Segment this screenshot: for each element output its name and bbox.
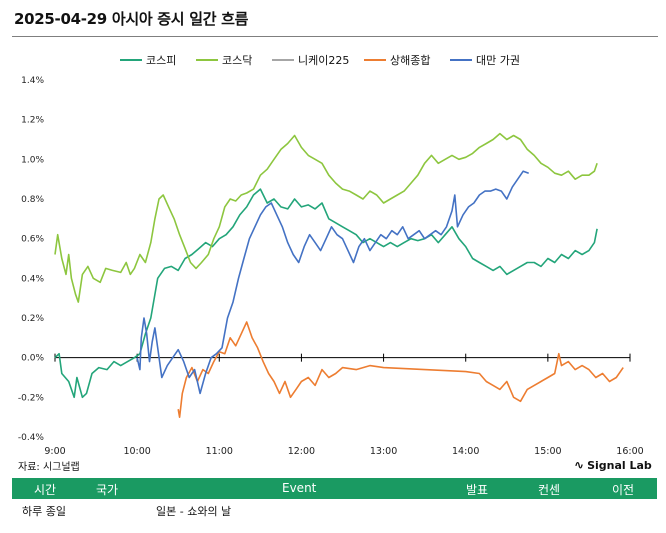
series-line	[54, 188, 598, 399]
y-tick-label: 1.0%	[21, 155, 44, 165]
chart-legend: 코스피 코스닥 니케이225 상해종합 대만 가권	[0, 52, 666, 70]
header-actual: 발표	[466, 483, 489, 497]
header-event: Event	[282, 481, 317, 495]
header-consensus: 컨센	[538, 483, 561, 497]
table-row: 하루 종일 일본 - 쇼와의 날	[12, 502, 657, 520]
legend-label: 코스피	[146, 54, 177, 67]
legend-swatch	[272, 59, 294, 61]
x-tick-label: 11:00	[206, 446, 233, 457]
series-layer	[54, 132, 624, 419]
y-tick-label: 0.4%	[21, 274, 44, 284]
legend-label: 대만 가권	[476, 54, 520, 67]
brand-logo: ∿ Signal Lab	[574, 458, 652, 472]
legend-label: 코스닥	[222, 54, 253, 67]
x-axis: 9:00 10:00 11:00 12:00 13:00 14:00 15:00 16:00	[44, 353, 644, 457]
y-tick-label: 0.2%	[21, 314, 44, 324]
series-line	[54, 132, 598, 303]
x-tick-label: 9:00	[44, 446, 65, 457]
title-divider	[12, 36, 658, 37]
x-tick-label: 12:00	[288, 446, 315, 457]
legend-swatch	[364, 59, 386, 61]
legend-item-kosdaq: 코스닥	[196, 52, 252, 68]
cell-time: 하루 종일	[22, 505, 66, 518]
x-tick-label: 15:00	[534, 446, 561, 457]
y-tick-label: 1.2%	[21, 116, 44, 126]
brand-name: Signal Lab	[587, 458, 652, 472]
chart-title: 2025-04-29 아시아 증시 일간 흐름	[14, 10, 249, 28]
header-previous: 이전	[612, 483, 635, 497]
cell-event: 일본 - 쇼와의 날	[156, 505, 232, 518]
source-note: 자료: 시그널랩	[18, 462, 80, 473]
series-line	[177, 321, 624, 419]
y-tick-label: 0.0%	[21, 354, 44, 364]
legend-item-taiwan: 대만 가권	[450, 52, 520, 68]
legend-item-nikkei: 니케이225	[272, 52, 349, 68]
legend-item-kospi: 코스피	[120, 52, 176, 68]
x-tick-label: 14:00	[452, 446, 479, 457]
legend-item-shanghai: 상해종합	[364, 52, 430, 68]
events-table-header: 시간 국가 Event 발표 컨센 이전	[12, 478, 657, 499]
y-axis: -0.4% -0.2% 0.0% 0.2% 0.4% 0.6% 0.8% 1.0% 1.2% 1.…	[18, 76, 45, 443]
y-tick-label: -0.4%	[18, 433, 45, 443]
header-country: 국가	[96, 483, 119, 497]
legend-swatch	[450, 59, 472, 61]
signal-wave-icon: ∿	[574, 458, 585, 472]
series-line	[136, 170, 529, 395]
x-tick-label: 16:00	[616, 446, 643, 457]
legend-label: 상해종합	[390, 54, 431, 67]
x-tick-label: 10:00	[123, 446, 150, 457]
line-chart: -0.4% -0.2% 0.0% 0.2% 0.4% 0.6% 0.8% 1.0% 1.2% 1.…	[18, 76, 644, 457]
x-tick-label: 13:00	[370, 446, 397, 457]
y-tick-label: 0.6%	[21, 235, 44, 245]
legend-swatch	[120, 59, 142, 61]
y-tick-label: 0.8%	[21, 195, 44, 205]
legend-label: 니케이225	[298, 54, 350, 67]
y-tick-label: 1.4%	[21, 76, 44, 86]
header-time: 시간	[34, 483, 57, 497]
y-tick-label: -0.2%	[18, 393, 45, 403]
legend-swatch	[196, 59, 218, 61]
